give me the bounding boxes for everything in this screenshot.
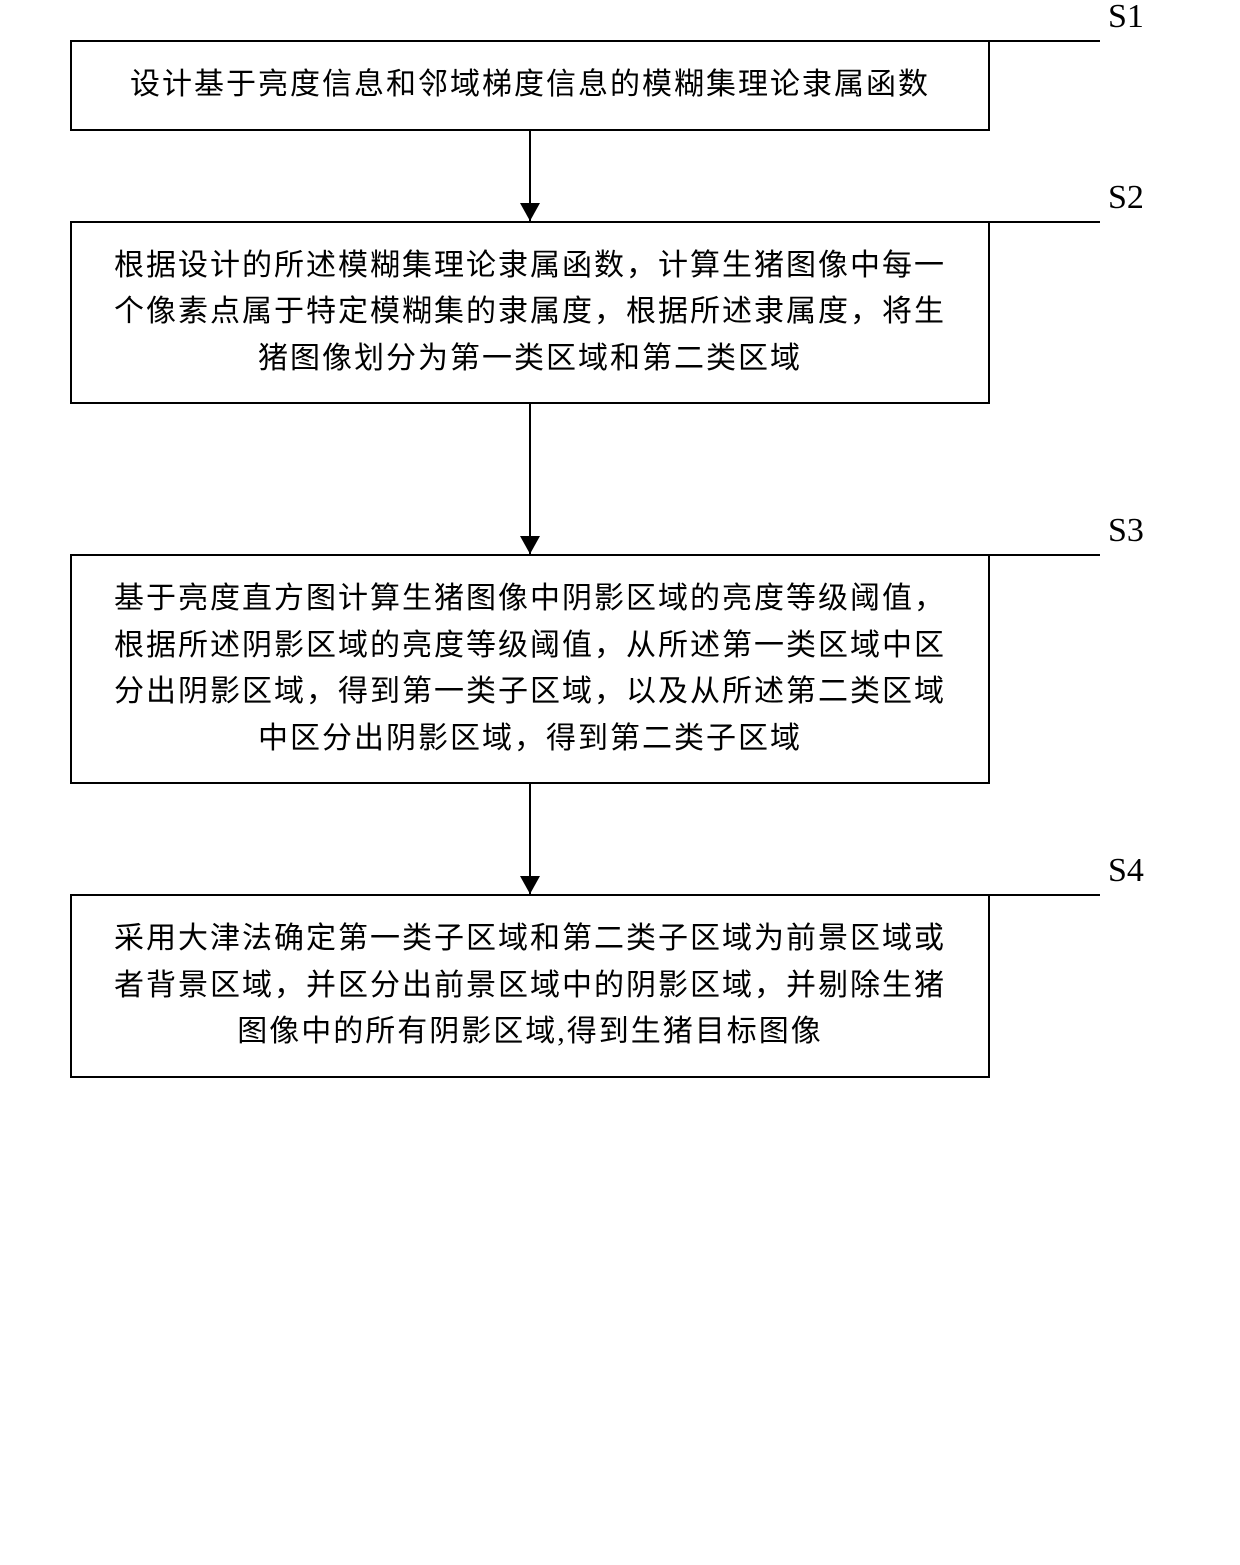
step-box: 根据设计的所述模糊集理论隶属函数，计算生猪图像中每一个像素点属于特定模糊集的隶属… (70, 221, 990, 405)
arrow-gap (70, 404, 990, 554)
arrow-gap (70, 784, 990, 894)
step-box: 设计基于亮度信息和邻域梯度信息的模糊集理论隶属函数 (70, 40, 990, 131)
step-label: S4 (1108, 852, 1144, 890)
arrow-head-icon (520, 876, 540, 894)
arrow-line (529, 404, 531, 554)
step-label: S2 (1108, 179, 1144, 217)
flowchart-container: 设计基于亮度信息和邻域梯度信息的模糊集理论隶属函数 S1 根据设计的所述模糊集理… (70, 40, 1170, 1078)
step-label: S1 (1108, 0, 1144, 36)
label-connector (990, 221, 1100, 223)
flow-arrow (529, 784, 531, 894)
flow-step: 设计基于亮度信息和邻域梯度信息的模糊集理论隶属函数 S1 (70, 40, 1170, 131)
label-connector (990, 40, 1100, 42)
step-box: 基于亮度直方图计算生猪图像中阴影区域的亮度等级阈值，根据所述阴影区域的亮度等级阈… (70, 554, 990, 784)
label-connector (990, 554, 1100, 556)
flow-step: 基于亮度直方图计算生猪图像中阴影区域的亮度等级阈值，根据所述阴影区域的亮度等级阈… (70, 554, 1170, 784)
step-label: S3 (1108, 512, 1144, 550)
arrow-head-icon (520, 536, 540, 554)
arrow-head-icon (520, 203, 540, 221)
label-connector (990, 894, 1100, 896)
flow-arrow (529, 131, 531, 221)
flow-step: 采用大津法确定第一类子区域和第二类子区域为前景区域或者背景区域，并区分出前景区域… (70, 894, 1170, 1078)
arrow-gap (70, 131, 990, 221)
flow-step: 根据设计的所述模糊集理论隶属函数，计算生猪图像中每一个像素点属于特定模糊集的隶属… (70, 221, 1170, 405)
step-box: 采用大津法确定第一类子区域和第二类子区域为前景区域或者背景区域，并区分出前景区域… (70, 894, 990, 1078)
flow-arrow (529, 404, 531, 554)
